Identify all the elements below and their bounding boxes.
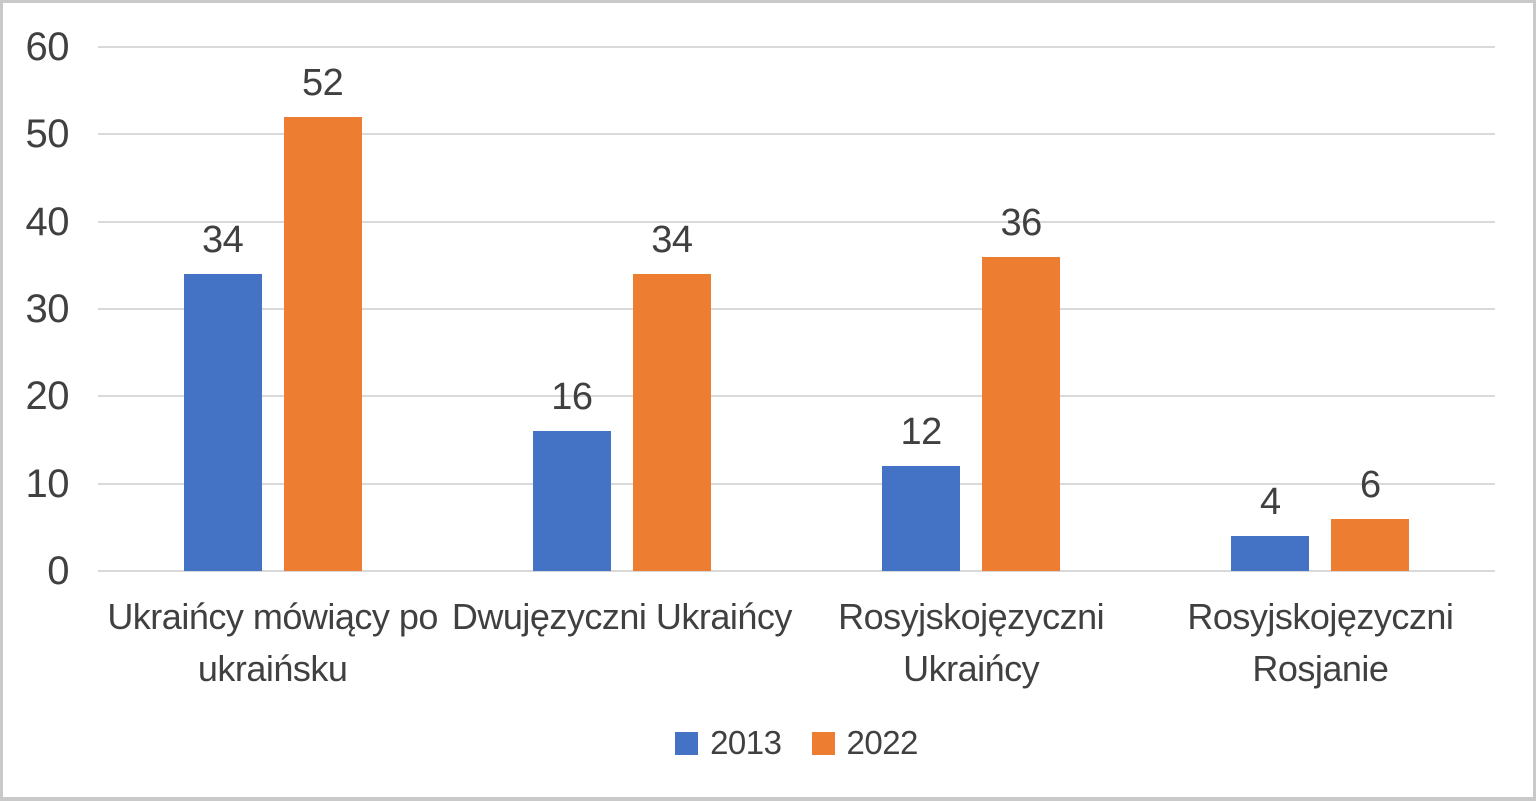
- legend-swatch-2013: [675, 731, 699, 755]
- data-label-2022-category-1: 52: [301, 61, 344, 104]
- y-axis: 0 10 20 30 40 50 60: [3, 3, 70, 797]
- bar-2022-category-1: [283, 116, 362, 571]
- data-label-2013-category-3: 12: [900, 411, 942, 454]
- category-label-line: Ukraińcy mówiący po: [107, 596, 438, 637]
- category-label-line: Rosyjskojęzyczni: [1187, 596, 1454, 637]
- gridline-40: [98, 220, 1495, 223]
- legend-label-2022: 2022: [846, 724, 919, 761]
- data-label-2013-category-2: 16: [551, 376, 593, 419]
- x-axis-line: [98, 570, 1495, 572]
- y-tick-label-0: 0: [47, 549, 69, 593]
- y-tick-label-30: 30: [25, 287, 70, 331]
- category-label-3: Rosyjskojęzyczni Ukraińcy: [797, 591, 1146, 695]
- plot-area: 34 16 12 4 52 34 36 6: [98, 46, 1495, 572]
- y-tick-label-40: 40: [25, 199, 70, 244]
- legend-item-2022: 2022: [811, 724, 919, 761]
- data-label-2022-category-2: 34: [651, 219, 693, 262]
- category-label-line: ukraińsku: [197, 648, 348, 689]
- category-label-4: Rosyjskojęzyczni Rosjanie: [1146, 591, 1495, 695]
- bar-2013-category-4: [1231, 536, 1310, 571]
- gridline-60: [98, 46, 1495, 48]
- gridline-10: [98, 482, 1495, 485]
- bar-2013-category-3: [882, 466, 961, 571]
- category-label-2: Dwujęzyczni Ukraińcy: [447, 591, 796, 643]
- data-label-2013-category-4: 4: [1260, 481, 1281, 524]
- category-label-1: Ukraińcy mówiący po ukraińsku: [98, 591, 447, 695]
- data-label-2022-category-3: 36: [1000, 201, 1042, 244]
- legend-swatch-2022: [811, 731, 835, 755]
- x-axis-labels: Ukraińcy mówiący po ukraińsku Dwujęzyczni …: [98, 591, 1495, 701]
- y-tick-label-60: 60: [25, 25, 70, 69]
- gridline-30: [98, 308, 1495, 310]
- data-label-2013-category-1: 34: [201, 219, 244, 262]
- gridline-20: [98, 395, 1495, 398]
- legend-label-2013: 2013: [710, 724, 782, 761]
- gridline-50: [98, 133, 1495, 136]
- legend: 2013 2022: [98, 725, 1495, 761]
- data-label-2022-category-4: 6: [1360, 463, 1381, 506]
- bar-2013-category-1: [183, 274, 262, 571]
- bar-2013-category-2: [532, 431, 611, 571]
- category-label-line: Ukraińcy: [903, 648, 1040, 689]
- category-label-line: Dwujęzyczni Ukraińcy: [451, 596, 793, 637]
- legend-item-2013: 2013: [675, 724, 782, 761]
- category-label-line: Rosyjskojęzyczni: [838, 596, 1105, 637]
- y-tick-label-10: 10: [25, 461, 70, 506]
- bar-2022-category-2: [632, 274, 711, 571]
- bar-2022-category-4: [1331, 518, 1410, 571]
- y-tick-label-50: 50: [25, 112, 70, 157]
- y-tick-label-20: 20: [25, 374, 70, 419]
- bar-2022-category-3: [982, 256, 1061, 571]
- category-label-line: Rosjanie: [1252, 648, 1389, 689]
